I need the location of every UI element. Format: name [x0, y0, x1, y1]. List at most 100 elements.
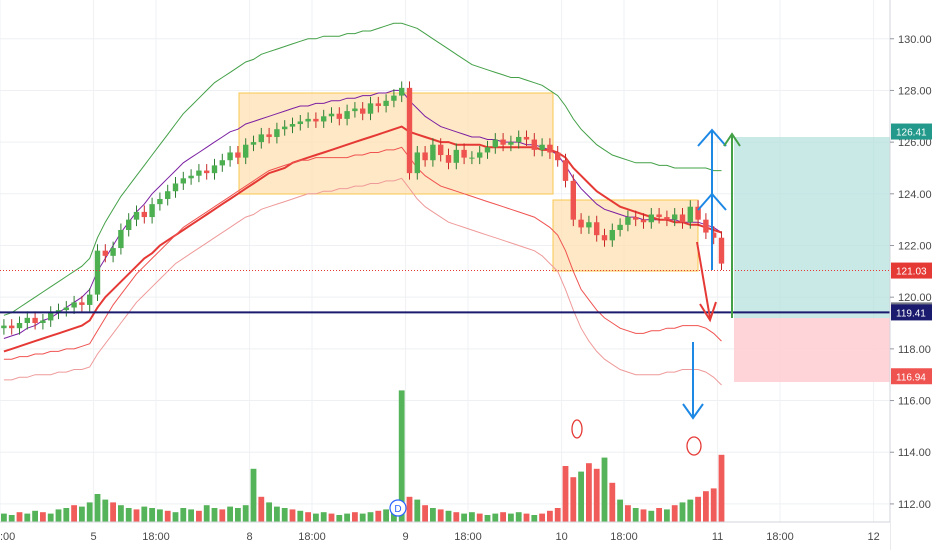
price-tick-label: 126.00 — [898, 137, 932, 149]
volume-bar — [94, 494, 101, 522]
candle-body — [211, 165, 218, 174]
price-axis[interactable]: 112.00 114.00 116.00 118.00 120.00 122.00 124.… — [889, 0, 932, 550]
volume-highlight-2 — [686, 436, 702, 456]
volume-bar — [274, 506, 280, 522]
candle-body — [492, 139, 498, 148]
band-line — [3, 22, 722, 316]
price-levels — [0, 270, 890, 314]
volume-bar — [406, 496, 413, 522]
candle-body — [500, 139, 506, 145]
candle-body — [360, 108, 366, 114]
indicator-bands — [3, 22, 722, 386]
candle-body — [718, 237, 725, 264]
volume-bar — [664, 509, 670, 522]
candle-body — [703, 219, 709, 233]
price-tick-label: 114.00 — [898, 447, 931, 459]
candle-body — [1, 325, 7, 329]
candle-body — [625, 217, 631, 225]
volume-bar — [141, 506, 148, 522]
band-line — [3, 177, 722, 386]
candle-body — [305, 118, 311, 122]
volume-bar — [695, 496, 701, 522]
price-tick-label: 120.00 — [898, 292, 932, 304]
volume-bar — [188, 509, 194, 522]
volume-bar — [484, 515, 491, 522]
candle-body — [24, 317, 30, 324]
candle-body — [711, 232, 717, 238]
volume-bar — [63, 508, 70, 522]
volume-bar — [281, 508, 288, 522]
volume-bar — [118, 505, 124, 522]
volume-bar — [414, 499, 421, 522]
volume-bar — [320, 512, 327, 522]
time-tick-label: 18:00 — [610, 531, 638, 543]
candle-body — [282, 126, 288, 130]
price-tick-label: 116.00 — [898, 396, 931, 408]
candle-body — [336, 113, 342, 119]
time-tick-label: 12 — [867, 531, 879, 543]
candle-body — [399, 87, 405, 96]
volume-bar — [79, 506, 85, 522]
volume-bar — [16, 512, 23, 522]
volume-highlight-1 — [571, 419, 583, 439]
stop-loss-zone — [734, 318, 890, 382]
volume-bar — [453, 512, 460, 522]
candle-body — [539, 144, 545, 150]
blue-arrow-up-head-2 — [697, 192, 727, 211]
volume-bar — [531, 515, 538, 522]
volume-bar — [86, 502, 93, 522]
candle-body — [344, 111, 350, 119]
drop-arrow-shaft — [696, 241, 711, 319]
price-tag-label: 126.41 — [896, 128, 927, 139]
candle-body — [383, 100, 389, 106]
candle-body — [235, 152, 241, 158]
volume-bar — [40, 512, 46, 522]
blue-arrow-up-head-1 — [697, 128, 727, 147]
candle-body — [633, 217, 639, 220]
candle-body — [243, 144, 249, 158]
band-line — [3, 146, 722, 360]
green-arrow-up-head — [723, 132, 741, 147]
dividend-marker[interactable] — [389, 499, 407, 517]
price-tag-long-tp — [891, 123, 932, 140]
volume-bar — [313, 513, 319, 522]
volume-bar — [508, 513, 514, 522]
volume-bar — [172, 512, 179, 522]
time-tick-label: 9 — [403, 531, 409, 543]
candle-body — [438, 144, 444, 156]
volume-bar — [125, 508, 132, 522]
volume-bar — [445, 510, 452, 522]
volume-bar — [250, 468, 257, 522]
volume-bar — [297, 510, 304, 522]
candle-body — [547, 144, 553, 153]
volume-bar — [656, 508, 662, 522]
candle-body — [149, 204, 155, 218]
candle-body — [87, 294, 93, 305]
volume-bar — [625, 505, 631, 522]
annotations: D — [389, 128, 741, 517]
candle-body — [165, 191, 171, 199]
volume-bar — [344, 513, 350, 522]
time-tick-label: 11 — [712, 531, 723, 543]
volume-bar — [547, 510, 553, 522]
candle-body — [102, 250, 108, 256]
volume-bar — [227, 506, 233, 522]
candle-body — [594, 222, 600, 236]
volume-bar — [554, 508, 561, 522]
candle-body — [648, 214, 654, 223]
candle-body — [406, 87, 413, 174]
time-axis-panel — [0, 522, 890, 550]
price-tick-label: 128.00 — [898, 85, 932, 97]
price-tick-label: 122.00 — [898, 240, 932, 252]
candle-body — [445, 155, 452, 163]
volume-bar — [383, 509, 389, 522]
candle-body — [570, 180, 576, 220]
volume-bar — [578, 471, 584, 522]
candle-body — [352, 108, 358, 112]
time-axis[interactable]: :00 5 18:00 8 18:00 9 18:00 10 18:00 11 18:00 12 — [0, 521, 890, 550]
volume-bar — [157, 509, 163, 522]
candle-body — [695, 206, 701, 220]
volume-bar — [632, 508, 639, 522]
volume-bar — [515, 512, 522, 522]
